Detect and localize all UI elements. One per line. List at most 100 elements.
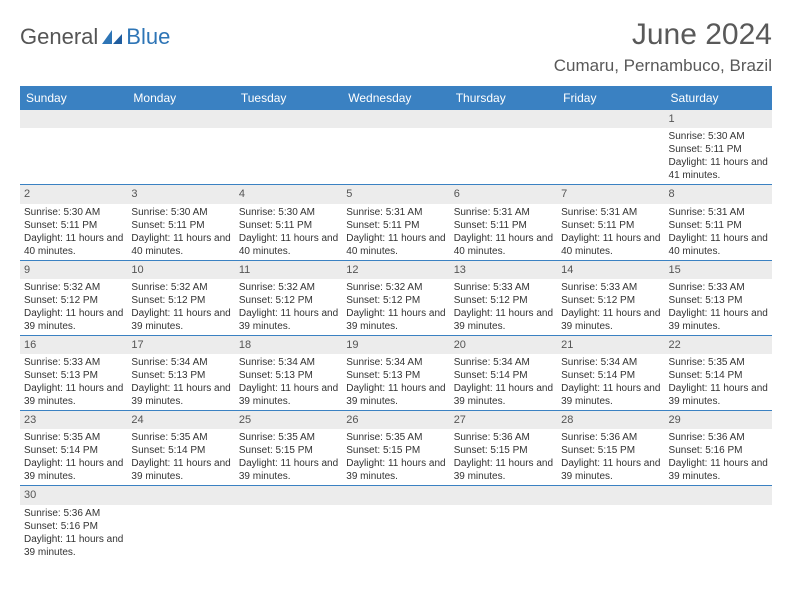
day-number: 10 <box>127 261 234 279</box>
day-number: 19 <box>342 336 449 354</box>
calendar-day-cell: 1Sunrise: 5:30 AMSunset: 5:11 PMDaylight… <box>665 110 772 185</box>
logo-text-blue: Blue <box>126 24 170 50</box>
calendar-day-cell <box>235 110 342 185</box>
calendar-day-cell <box>557 486 664 561</box>
day-content: Sunrise: 5:34 AMSunset: 5:13 PMDaylight:… <box>127 354 234 410</box>
calendar-day-cell: 20Sunrise: 5:34 AMSunset: 5:14 PMDayligh… <box>450 335 557 410</box>
day-content: Sunrise: 5:32 AMSunset: 5:12 PMDaylight:… <box>342 279 449 335</box>
calendar-day-cell: 30Sunrise: 5:36 AMSunset: 5:16 PMDayligh… <box>20 486 127 561</box>
day-content: Sunrise: 5:30 AMSunset: 5:11 PMDaylight:… <box>235 204 342 260</box>
day-number: 15 <box>665 261 772 279</box>
day-number: 17 <box>127 336 234 354</box>
calendar-day-cell <box>450 486 557 561</box>
calendar-day-cell <box>235 486 342 561</box>
calendar-day-cell: 11Sunrise: 5:32 AMSunset: 5:12 PMDayligh… <box>235 260 342 335</box>
day-number: 21 <box>557 336 664 354</box>
calendar-day-cell <box>665 486 772 561</box>
day-content: Sunrise: 5:30 AMSunset: 5:11 PMDaylight:… <box>20 204 127 260</box>
day-number-empty <box>235 486 342 504</box>
day-number-empty <box>235 110 342 128</box>
calendar-day-cell: 19Sunrise: 5:34 AMSunset: 5:13 PMDayligh… <box>342 335 449 410</box>
day-number: 12 <box>342 261 449 279</box>
weekday-header-row: SundayMondayTuesdayWednesdayThursdayFrid… <box>20 86 772 110</box>
calendar-day-cell: 15Sunrise: 5:33 AMSunset: 5:13 PMDayligh… <box>665 260 772 335</box>
day-content: Sunrise: 5:34 AMSunset: 5:14 PMDaylight:… <box>557 354 664 410</box>
calendar-week-row: 9Sunrise: 5:32 AMSunset: 5:12 PMDaylight… <box>20 260 772 335</box>
day-number-empty <box>557 486 664 504</box>
day-number: 6 <box>450 185 557 203</box>
day-content: Sunrise: 5:35 AMSunset: 5:14 PMDaylight:… <box>665 354 772 410</box>
calendar-week-row: 1Sunrise: 5:30 AMSunset: 5:11 PMDaylight… <box>20 110 772 185</box>
day-number-empty <box>557 110 664 128</box>
day-number: 23 <box>20 411 127 429</box>
day-number: 7 <box>557 185 664 203</box>
day-number: 13 <box>450 261 557 279</box>
calendar-day-cell <box>342 486 449 561</box>
day-content: Sunrise: 5:31 AMSunset: 5:11 PMDaylight:… <box>450 204 557 260</box>
calendar-day-cell: 4Sunrise: 5:30 AMSunset: 5:11 PMDaylight… <box>235 185 342 260</box>
calendar-day-cell: 21Sunrise: 5:34 AMSunset: 5:14 PMDayligh… <box>557 335 664 410</box>
day-content: Sunrise: 5:35 AMSunset: 5:14 PMDaylight:… <box>127 429 234 485</box>
day-content: Sunrise: 5:36 AMSunset: 5:15 PMDaylight:… <box>557 429 664 485</box>
day-number-empty <box>450 486 557 504</box>
calendar-day-cell: 2Sunrise: 5:30 AMSunset: 5:11 PMDaylight… <box>20 185 127 260</box>
title-block: June 2024 Cumaru, Pernambuco, Brazil <box>554 18 772 76</box>
day-number: 16 <box>20 336 127 354</box>
calendar-day-cell: 17Sunrise: 5:34 AMSunset: 5:13 PMDayligh… <box>127 335 234 410</box>
day-content: Sunrise: 5:31 AMSunset: 5:11 PMDaylight:… <box>557 204 664 260</box>
calendar-day-cell: 29Sunrise: 5:36 AMSunset: 5:16 PMDayligh… <box>665 411 772 486</box>
day-number: 4 <box>235 185 342 203</box>
day-number: 9 <box>20 261 127 279</box>
day-number: 26 <box>342 411 449 429</box>
day-number: 18 <box>235 336 342 354</box>
day-content: Sunrise: 5:32 AMSunset: 5:12 PMDaylight:… <box>235 279 342 335</box>
calendar-day-cell: 23Sunrise: 5:35 AMSunset: 5:14 PMDayligh… <box>20 411 127 486</box>
day-number: 22 <box>665 336 772 354</box>
day-number-empty <box>20 110 127 128</box>
day-content: Sunrise: 5:31 AMSunset: 5:11 PMDaylight:… <box>342 204 449 260</box>
month-title: June 2024 <box>554 18 772 52</box>
weekday-header: Saturday <box>665 86 772 110</box>
calendar-week-row: 23Sunrise: 5:35 AMSunset: 5:14 PMDayligh… <box>20 411 772 486</box>
day-content: Sunrise: 5:33 AMSunset: 5:13 PMDaylight:… <box>20 354 127 410</box>
day-content: Sunrise: 5:33 AMSunset: 5:12 PMDaylight:… <box>450 279 557 335</box>
calendar-day-cell: 22Sunrise: 5:35 AMSunset: 5:14 PMDayligh… <box>665 335 772 410</box>
calendar-day-cell: 14Sunrise: 5:33 AMSunset: 5:12 PMDayligh… <box>557 260 664 335</box>
calendar-day-cell: 25Sunrise: 5:35 AMSunset: 5:15 PMDayligh… <box>235 411 342 486</box>
day-number-empty <box>342 486 449 504</box>
day-number: 25 <box>235 411 342 429</box>
calendar-day-cell <box>127 110 234 185</box>
calendar-day-cell: 18Sunrise: 5:34 AMSunset: 5:13 PMDayligh… <box>235 335 342 410</box>
logo: General Blue <box>20 24 170 50</box>
day-content: Sunrise: 5:31 AMSunset: 5:11 PMDaylight:… <box>665 204 772 260</box>
calendar-week-row: 30Sunrise: 5:36 AMSunset: 5:16 PMDayligh… <box>20 486 772 561</box>
weekday-header: Sunday <box>20 86 127 110</box>
day-content: Sunrise: 5:34 AMSunset: 5:13 PMDaylight:… <box>342 354 449 410</box>
day-content: Sunrise: 5:36 AMSunset: 5:16 PMDaylight:… <box>665 429 772 485</box>
calendar-day-cell <box>127 486 234 561</box>
calendar-day-cell: 9Sunrise: 5:32 AMSunset: 5:12 PMDaylight… <box>20 260 127 335</box>
day-content: Sunrise: 5:34 AMSunset: 5:13 PMDaylight:… <box>235 354 342 410</box>
day-number: 30 <box>20 486 127 504</box>
day-content: Sunrise: 5:36 AMSunset: 5:15 PMDaylight:… <box>450 429 557 485</box>
weekday-header: Tuesday <box>235 86 342 110</box>
calendar-day-cell: 3Sunrise: 5:30 AMSunset: 5:11 PMDaylight… <box>127 185 234 260</box>
day-number: 29 <box>665 411 772 429</box>
day-content: Sunrise: 5:30 AMSunset: 5:11 PMDaylight:… <box>127 204 234 260</box>
calendar-day-cell <box>342 110 449 185</box>
day-number-empty <box>450 110 557 128</box>
day-content: Sunrise: 5:32 AMSunset: 5:12 PMDaylight:… <box>20 279 127 335</box>
day-content: Sunrise: 5:36 AMSunset: 5:16 PMDaylight:… <box>20 505 127 561</box>
calendar-day-cell: 7Sunrise: 5:31 AMSunset: 5:11 PMDaylight… <box>557 185 664 260</box>
calendar-day-cell: 27Sunrise: 5:36 AMSunset: 5:15 PMDayligh… <box>450 411 557 486</box>
logo-sail-icon <box>100 28 124 46</box>
day-content: Sunrise: 5:35 AMSunset: 5:14 PMDaylight:… <box>20 429 127 485</box>
day-number-empty <box>127 110 234 128</box>
header: General Blue June 2024 Cumaru, Pernambuc… <box>20 18 772 76</box>
day-number-empty <box>342 110 449 128</box>
weekday-header: Thursday <box>450 86 557 110</box>
day-number: 27 <box>450 411 557 429</box>
day-number: 20 <box>450 336 557 354</box>
day-number-empty <box>127 486 234 504</box>
calendar-week-row: 16Sunrise: 5:33 AMSunset: 5:13 PMDayligh… <box>20 335 772 410</box>
